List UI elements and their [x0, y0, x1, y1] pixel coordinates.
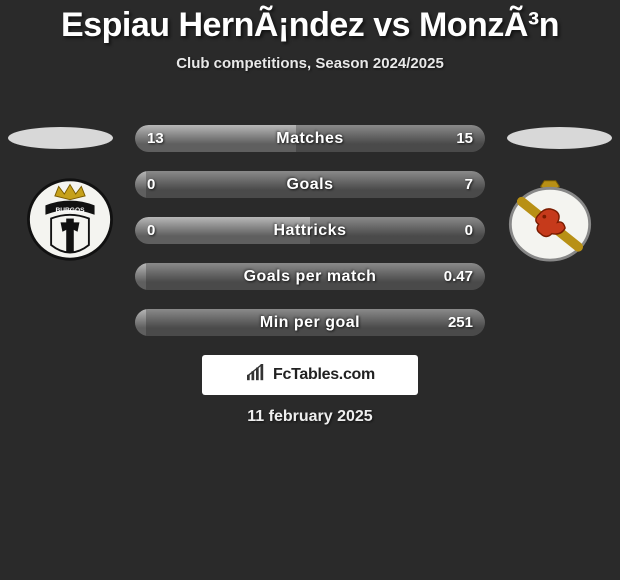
- stat-label: Min per goal: [135, 314, 485, 332]
- stat-left-value: 13: [147, 130, 164, 147]
- subtitle: Club competitions, Season 2024/2025: [0, 55, 620, 72]
- page-title: Espiau HernÃ¡ndez vs MonzÃ³n: [0, 0, 620, 45]
- club-crest-right: [500, 177, 600, 262]
- player-right-silhouette: [507, 127, 612, 149]
- branding-badge: FcTables.com: [202, 355, 418, 395]
- club-crest-left: BURGOS: [20, 177, 120, 262]
- stat-right-value: 7: [465, 176, 473, 193]
- branding-text: FcTables.com: [273, 366, 375, 384]
- stat-right-value: 0: [465, 222, 473, 239]
- stat-row: Goals per match0.47: [135, 263, 485, 290]
- stat-row: Matches13 15: [135, 125, 485, 152]
- stat-left-value: 0: [147, 222, 155, 239]
- stat-row: Goals0 7: [135, 171, 485, 198]
- stat-right-value: 0.47: [444, 268, 473, 285]
- stats-bar-group: Matches1315Goals07Hattricks00Goals per m…: [135, 125, 485, 355]
- branding-chart-icon: [245, 364, 267, 387]
- stat-label: Goals: [135, 176, 485, 194]
- stat-left-value: 0: [147, 176, 155, 193]
- stat-label: Hattricks: [135, 222, 485, 240]
- svg-text:BURGOS: BURGOS: [55, 207, 85, 214]
- stat-label: Matches: [135, 130, 485, 148]
- stat-row: Min per goal251: [135, 309, 485, 336]
- player-left-silhouette: [8, 127, 113, 149]
- stat-right-value: 251: [448, 314, 473, 331]
- stat-row: Hattricks0 0: [135, 217, 485, 244]
- date-label: 11 february 2025: [0, 408, 620, 426]
- stat-right-value: 15: [456, 130, 473, 147]
- stat-label: Goals per match: [135, 268, 485, 286]
